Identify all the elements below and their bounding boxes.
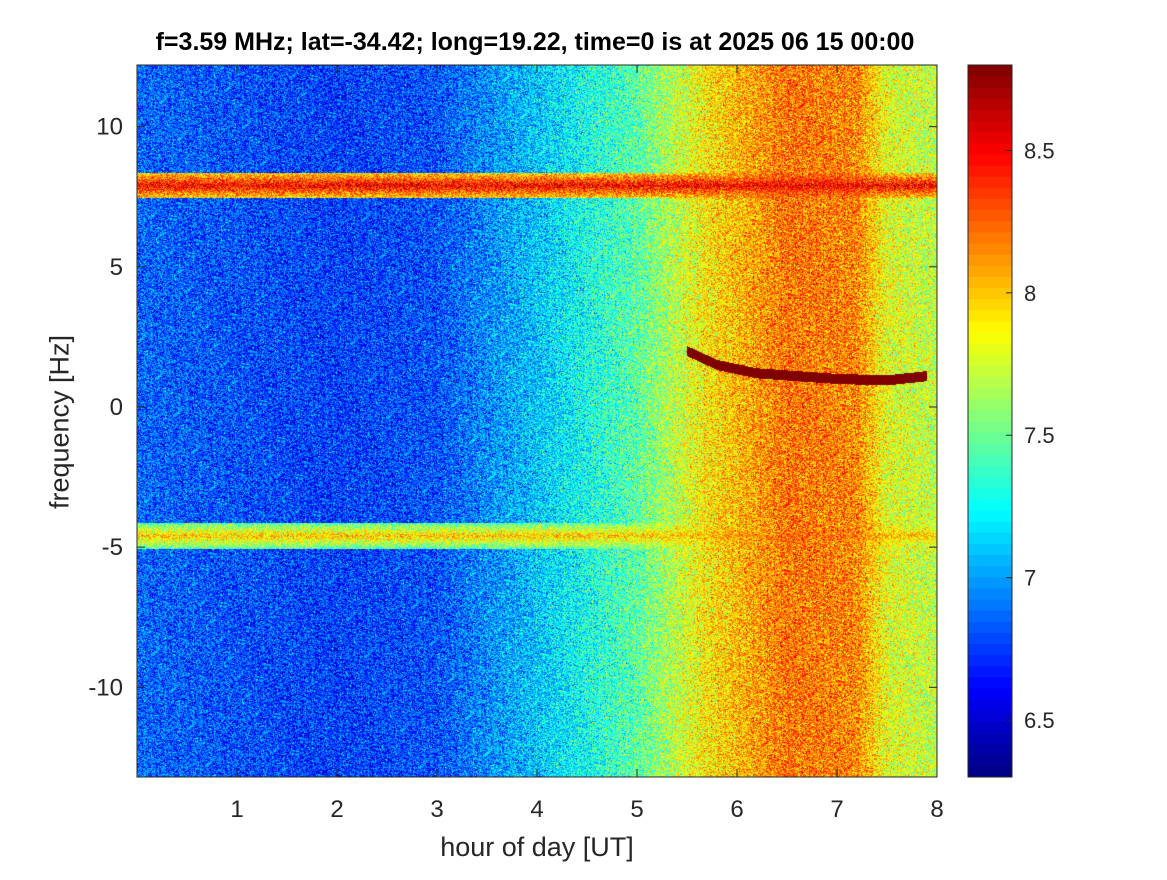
y-tick-label: 0 [110, 394, 123, 421]
colorbar-segment [968, 732, 1012, 745]
colorbar-segment [968, 765, 1012, 778]
x-tick-label: 4 [530, 796, 543, 823]
colorbar-segment [968, 454, 1012, 467]
colorbar-segment [968, 576, 1012, 589]
colorbar-tick-label: 7.5 [1024, 423, 1055, 448]
colorbar-segment [968, 543, 1012, 556]
colorbar-segment [968, 65, 1012, 77]
colorbar-segment [968, 432, 1012, 444]
colorbar-segment [968, 654, 1012, 667]
colorbar-segment [968, 109, 1012, 122]
colorbar-segment [968, 532, 1012, 544]
heatmap-image [137, 65, 937, 777]
colorbar-segment [968, 498, 1012, 511]
colorbar-segment [968, 521, 1012, 533]
colorbar-segment [968, 476, 1012, 489]
colorbar-segment [968, 276, 1012, 289]
colorbar-segment [968, 231, 1012, 244]
colorbar-segment [968, 398, 1012, 411]
y-axis-label: frequency [Hz] [44, 334, 75, 510]
colorbar-segment [968, 421, 1012, 433]
colorbar-segment [968, 599, 1012, 611]
colorbar-segment [968, 309, 1012, 322]
colorbar-segment [968, 332, 1012, 344]
y-tick-label: 10 [96, 114, 123, 141]
colorbar-segment [968, 131, 1012, 144]
colorbar-segment [968, 487, 1012, 500]
y-tick-label: 5 [110, 254, 123, 281]
colorbar-segment [968, 120, 1012, 133]
colorbar-segment [968, 409, 1012, 422]
colorbar-segment [968, 699, 1012, 711]
colorbar-segment [968, 343, 1012, 355]
colorbar-segment [968, 643, 1012, 656]
colorbar-segment [968, 354, 1012, 366]
colorbar-segment [968, 365, 1012, 378]
x-tick-label: 1 [230, 796, 243, 823]
x-tick-label: 2 [330, 796, 343, 823]
colorbar-segment [968, 387, 1012, 400]
colorbar-segment [968, 621, 1012, 633]
x-tick-label: 8 [930, 796, 943, 823]
colorbar-segment [968, 443, 1012, 455]
colorbar-segment [968, 165, 1012, 177]
colorbar-frame [967, 64, 1013, 778]
colorbar-segment [968, 554, 1012, 567]
x-axis-label: hour of day [UT] [440, 832, 634, 862]
colorbar-segment [968, 287, 1012, 300]
colorbar-segment [968, 721, 1012, 734]
colorbar-segment [968, 632, 1012, 645]
colorbar-segment [968, 754, 1012, 767]
colorbar-segment [968, 243, 1012, 255]
colorbar-segment [968, 76, 1012, 88]
y-tick-label: -10 [88, 674, 123, 701]
colorbar-segment [968, 198, 1012, 211]
colorbar-segment [968, 298, 1012, 311]
colorbar-segment [968, 376, 1012, 389]
colorbar-segment [968, 98, 1012, 111]
colorbar-segment [968, 587, 1012, 600]
colorbar-segment [968, 688, 1012, 700]
colorbar-segment [968, 665, 1012, 678]
colorbar-segment [968, 209, 1012, 222]
colorbar-segment [968, 465, 1012, 478]
y-tick-label: -5 [102, 534, 123, 561]
colorbar-tick-label: 8.5 [1024, 138, 1055, 163]
colorbar-segment [968, 142, 1012, 155]
chart-title: f=3.59 MHz; lat=-34.42; long=19.22, time… [155, 28, 915, 56]
colorbar-segment [968, 565, 1012, 578]
colorbar-segment [968, 320, 1012, 333]
colorbar-segment [968, 610, 1012, 622]
colorbar-tick-label: 7 [1024, 566, 1036, 591]
colorbar-segment [968, 510, 1012, 522]
colorbar-segment [968, 265, 1012, 277]
series-trace [686, 349, 928, 382]
colorbar-segment [968, 87, 1012, 99]
x-tick-label: 7 [830, 796, 843, 823]
colorbar-tick-label: 6.5 [1024, 708, 1055, 733]
colorbar-segment [968, 176, 1012, 188]
colorbar-segment [968, 676, 1012, 689]
x-tick-label: 6 [730, 796, 743, 823]
colorbar-tick-label: 8 [1024, 281, 1036, 306]
x-tick-label: 3 [430, 796, 443, 823]
colorbar-segment [968, 743, 1012, 756]
colorbar-segment [968, 154, 1012, 166]
colorbar-segment [968, 220, 1012, 233]
x-tick-label: 5 [630, 796, 643, 823]
colorbar-segment [968, 187, 1012, 200]
colorbar-segment [968, 710, 1012, 722]
colorbar-segment [968, 254, 1012, 266]
